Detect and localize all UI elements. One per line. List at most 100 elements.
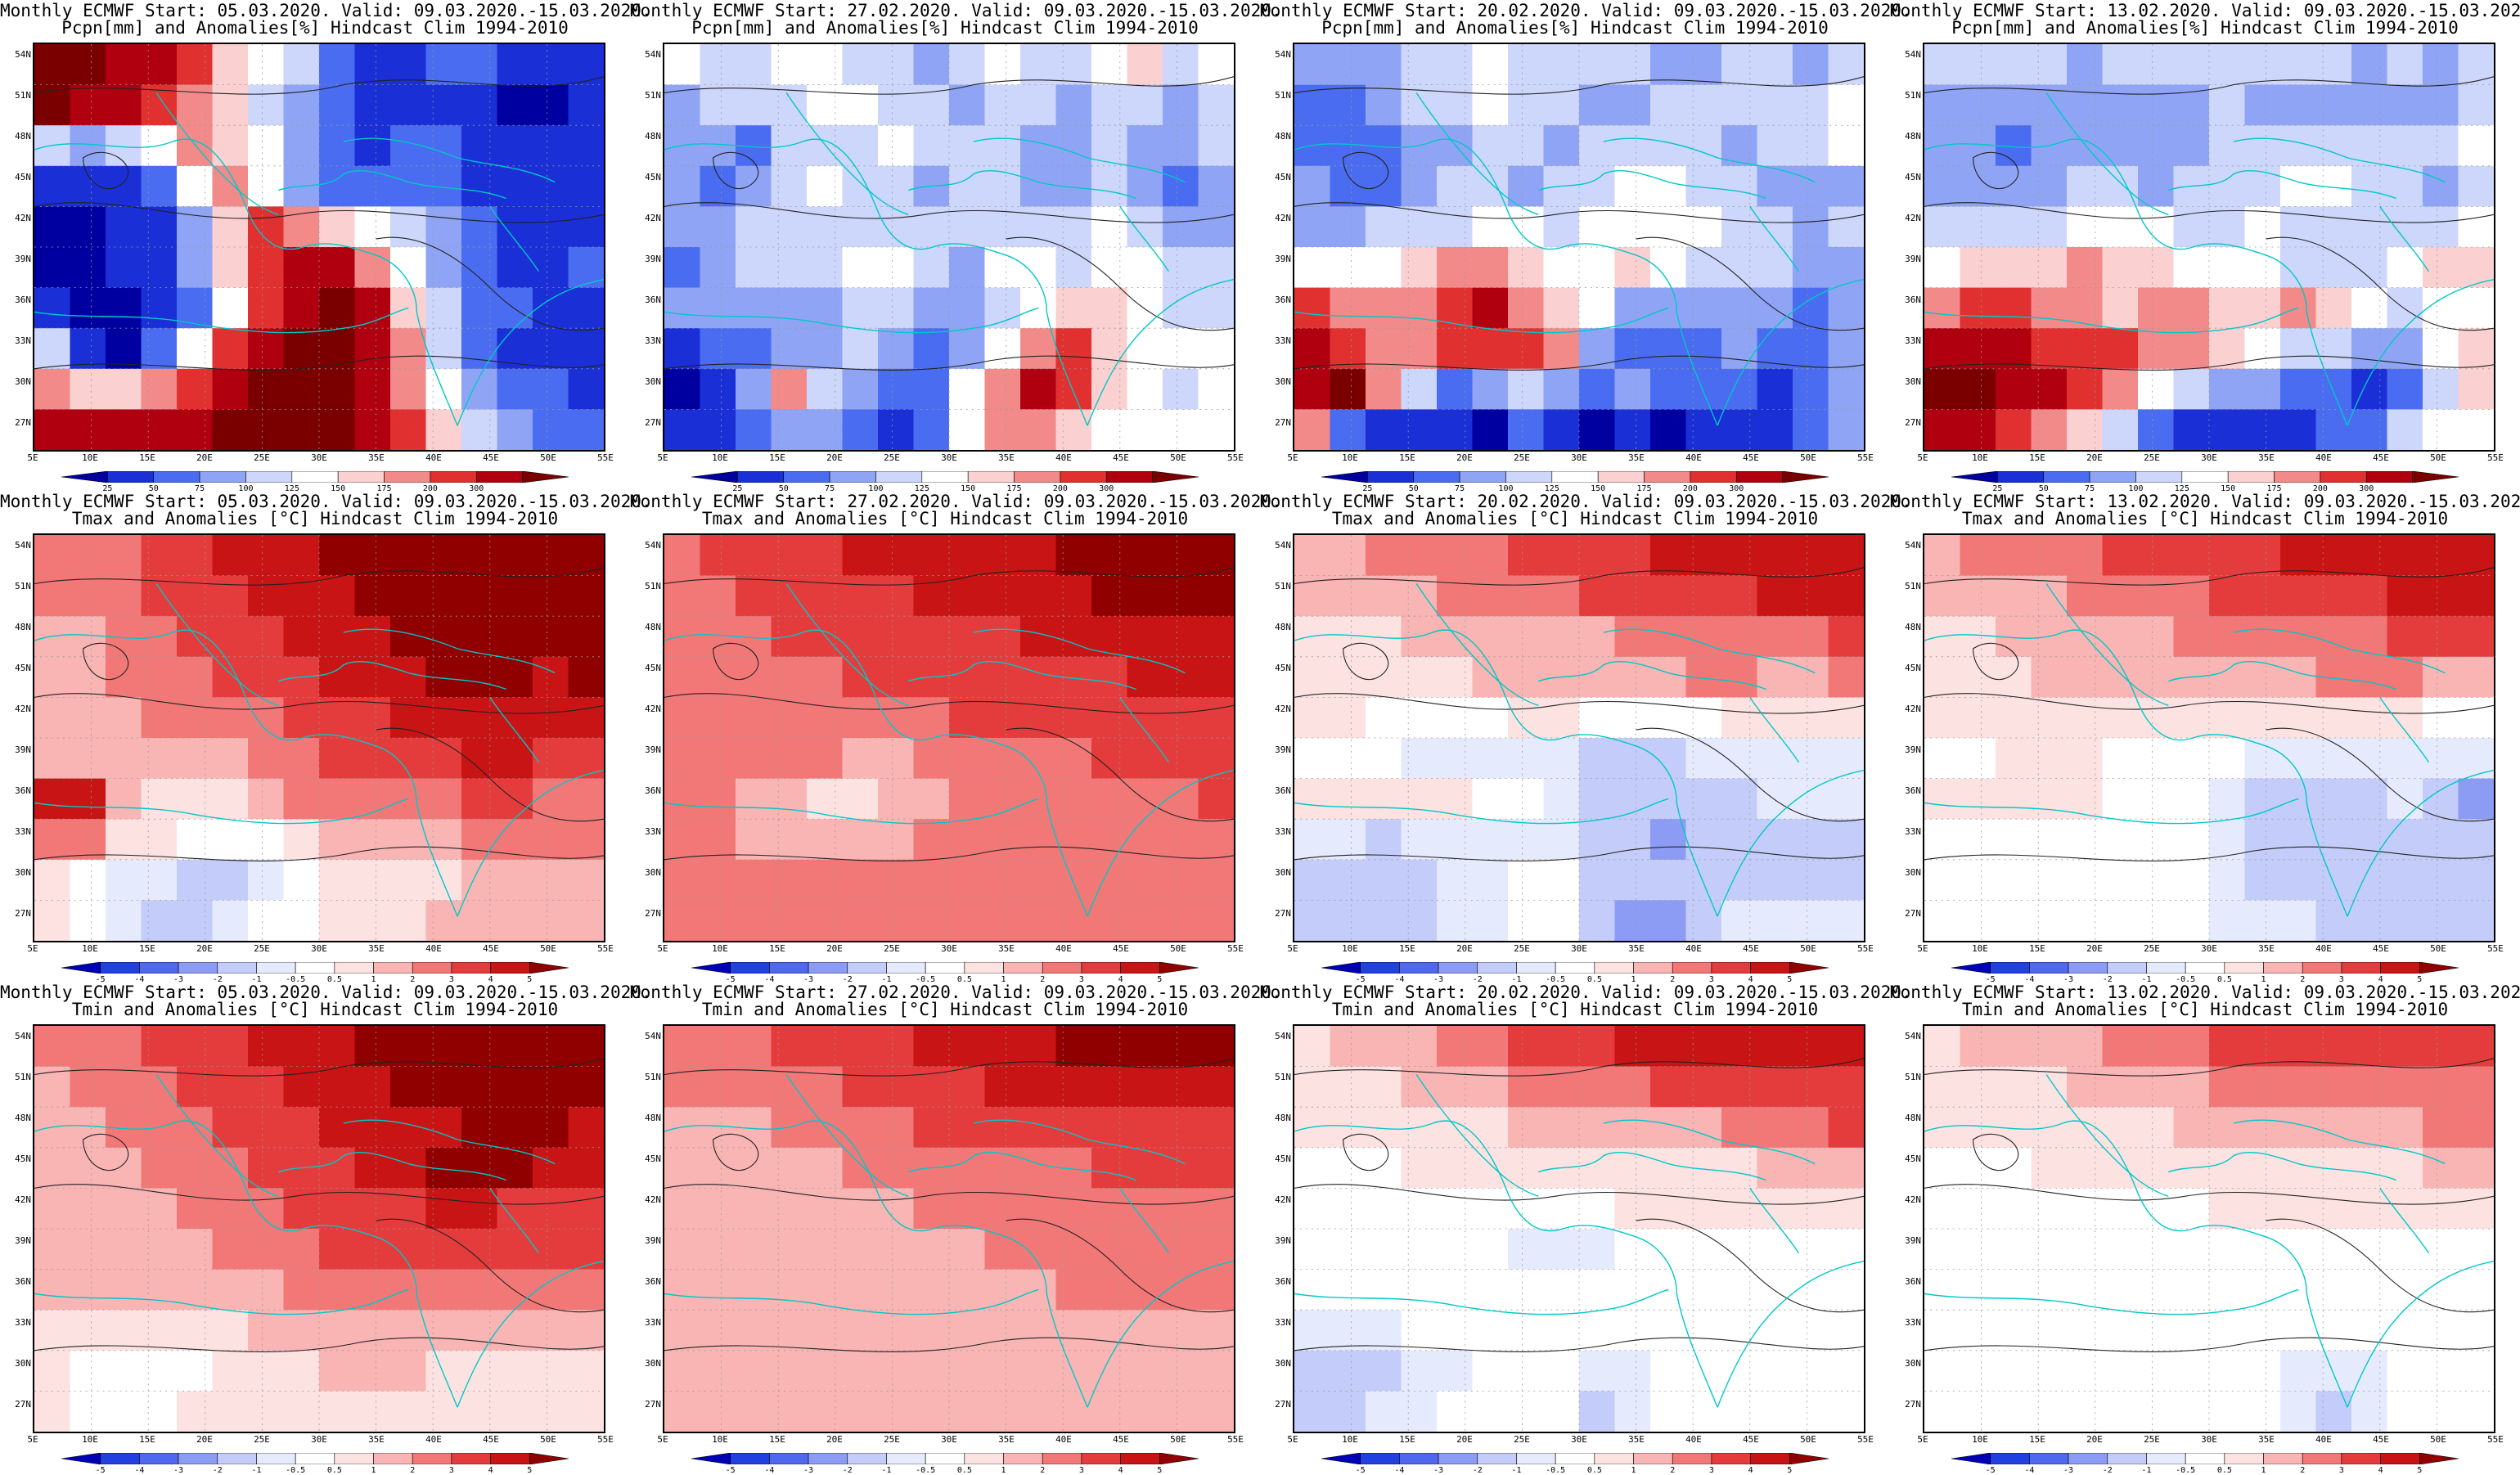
anomaly-cell [1793,125,1829,167]
anomaly-cell [2209,368,2246,410]
anomaly-cell [319,859,356,901]
anomaly-cell [2067,575,2104,617]
longitude-label: 25E [254,943,270,954]
anomaly-cell [248,1310,285,1351]
anomaly-cell [461,1391,498,1432]
anomaly-cell [913,247,950,289]
anomaly-cell [1685,778,1722,820]
longitude-label: 25E [254,452,270,463]
anomaly-cell [461,535,498,577]
anomaly-cell [390,165,427,207]
isoline [664,846,1234,861]
anomaly-map[interactable] [1923,1024,2495,1433]
anomaly-cell [2244,328,2281,370]
anomaly-cell [736,859,772,901]
anomaly-cell [2067,1147,2104,1189]
anomaly-cell [736,656,772,698]
anomaly-cell [1614,535,1651,577]
anomaly-cell [106,328,142,370]
isoline [1294,1337,1864,1352]
anomaly-cell [1127,1391,1163,1432]
anomaly-map[interactable] [1293,533,1865,942]
anomaly-cell [1330,1391,1366,1432]
anomaly-map[interactable] [1293,43,1865,452]
anomaly-cell [842,84,879,126]
anomaly-cell [141,409,178,450]
colorbar-tick-label: 0.5 [2216,975,2232,984]
anomaly-cell [1543,859,1580,901]
anomaly-map[interactable] [663,1024,1235,1433]
anomaly-cell [1757,84,1793,126]
anomaly-cell [319,409,356,450]
anomaly-cell [70,1269,106,1311]
anomaly-cell [1793,1107,1829,1149]
anomaly-cell [1437,859,1474,901]
isoline [664,202,1234,223]
longitude-label: 30E [2201,943,2217,954]
anomaly-cell [1757,1391,1793,1432]
anomaly-cell [1163,1147,1199,1189]
colorbar-tick-label: 3 [1078,1466,1084,1475]
anomaly-cell [700,84,736,126]
isoline [1924,76,2494,95]
anomaly-cell [1579,84,1616,126]
longitude-label: 10E [1972,943,1988,954]
anomaly-cell [1401,409,1438,450]
anomaly-cell [736,535,772,577]
anomaly-map[interactable] [1923,43,2495,452]
anomaly-cell [984,1147,1021,1189]
anomaly-cell [1437,206,1474,248]
anomaly-map[interactable] [33,1024,605,1433]
anomaly-cell [106,1350,142,1392]
isoline [1924,202,2494,223]
map-svg [664,535,1234,941]
anomaly-cell [1828,819,1864,861]
anomaly-cell [533,616,569,658]
longitude-label: 35E [998,452,1015,463]
anomaly-cell [568,287,604,329]
coastline [278,1151,506,1181]
anomaly-cell [2351,535,2388,577]
anomaly-cell [1650,1391,1687,1432]
colorbar-segment [334,962,374,974]
anomaly-cell [1127,616,1163,658]
anomaly-cell [461,575,498,617]
anomaly-map[interactable] [1293,1024,1865,1433]
isoline [1924,846,2494,861]
anomaly-map[interactable] [1923,533,2495,942]
isoline [34,693,604,714]
anomaly-map[interactable] [663,533,1235,942]
longitude-label: 35E [998,943,1015,954]
anomaly-map[interactable] [663,43,1235,452]
colorbar-segment [373,1453,413,1464]
anomaly-cell [319,738,356,780]
anomaly-cell [2244,1391,2281,1432]
anomaly-cell [177,287,214,329]
anomaly-cell [568,1391,604,1432]
anomaly-cell [106,1147,142,1189]
anomaly-cell [2031,819,2068,861]
anomaly-map[interactable] [33,533,605,942]
anomaly-cell [1508,44,1545,86]
colorbar-segment [925,1453,965,1464]
anomaly-cell [390,409,427,450]
anomaly-cell [1198,206,1234,248]
colorbar-segment [1399,962,1439,974]
anomaly-cell [1330,859,1366,901]
anomaly-cell [842,1107,879,1149]
colorbar-tick-label: -5 [1355,1466,1366,1475]
anomaly-cell [736,44,772,86]
anomaly-cell [842,1066,879,1108]
colorbar-segment [475,471,523,483]
colorbar-segment [1690,471,1737,483]
anomaly-cell [1828,1066,1864,1108]
longitude-label: 15E [1399,1434,1415,1445]
anomaly-cell [1437,125,1474,167]
anomaly-cell [1508,738,1545,780]
anomaly-map[interactable] [33,43,605,452]
latitude-label: 27N [1905,1399,1921,1410]
anomaly-cell [248,1350,285,1392]
colorbar-tick-label: 125 [2174,484,2189,493]
anomaly-cell [212,1066,249,1108]
colorbar-segment [2029,1453,2069,1464]
